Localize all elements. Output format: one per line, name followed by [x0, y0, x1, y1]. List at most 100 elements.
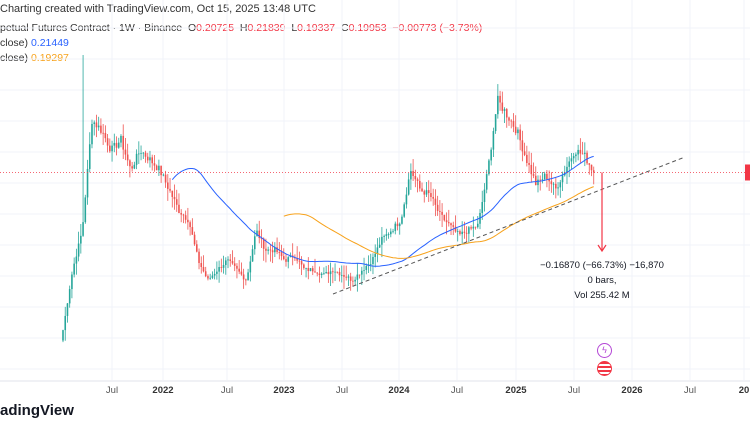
- candle-body: [211, 275, 214, 278]
- candle-body: [423, 191, 426, 195]
- x-tick-label: 2026: [621, 385, 642, 396]
- ma1-legend[interactable]: close) 0.21449: [0, 37, 482, 49]
- candle-body: [369, 264, 372, 265]
- candle-body: [461, 231, 463, 235]
- candle-body: [280, 252, 283, 257]
- candle-body: [349, 276, 352, 281]
- candle-body: [374, 253, 376, 257]
- candle-body: [383, 235, 385, 237]
- x-tick-label: 2023: [273, 385, 294, 396]
- candle-body: [122, 135, 125, 150]
- candle-body: [233, 263, 236, 266]
- candle-body: [242, 274, 245, 280]
- candle-body: [97, 125, 100, 128]
- candle-body: [552, 183, 555, 185]
- candle-body: [385, 234, 388, 236]
- candle-body: [539, 179, 542, 181]
- candle-body: [86, 168, 89, 198]
- us-flag-event-icon[interactable]: [597, 361, 612, 376]
- price-chart[interactable]: Jul 2022 Jul 2023 Jul 2024 Jul 2025 Jul 2026 Jul 20: [0, 0, 750, 400]
- candle-body: [494, 114, 497, 132]
- candle-body: [298, 260, 301, 262]
- ma2-value: 0.19297: [30, 52, 69, 64]
- lightning-event-icon[interactable]: ϟ: [597, 343, 612, 358]
- candle-body: [412, 170, 414, 176]
- candle-body: [528, 163, 530, 165]
- candle-body: [592, 170, 595, 173]
- candle-body: [376, 247, 379, 254]
- candle-body: [142, 152, 145, 154]
- candle-body: [584, 152, 586, 154]
- candle-body: [405, 194, 408, 205]
- candle-body: [425, 190, 428, 195]
- candle-body: [88, 144, 91, 169]
- measure-label: −0.16870 (−66.73%) −16,870 0 bars, Vol 2…: [532, 260, 672, 301]
- candle-body: [247, 272, 249, 281]
- candle-body: [269, 249, 272, 251]
- candle-body: [144, 152, 147, 157]
- candle-body: [445, 220, 448, 223]
- candle-body: [340, 274, 343, 276]
- candle-body: [220, 267, 223, 268]
- candle-body: [146, 156, 149, 161]
- candle-body: [296, 257, 298, 261]
- candle-body: [532, 174, 535, 176]
- candle-body: [258, 230, 261, 239]
- last-price-label: [745, 164, 750, 181]
- candle-body: [407, 179, 410, 195]
- candle-body: [358, 274, 361, 276]
- candle-body: [276, 247, 278, 253]
- candle-body: [541, 179, 544, 180]
- x-tick-label: Jul: [221, 385, 233, 396]
- candle-body: [196, 244, 198, 252]
- candle-body: [124, 149, 127, 155]
- candle-body: [501, 102, 504, 111]
- candle-body: [175, 199, 178, 205]
- candle-body: [77, 243, 80, 257]
- candle-body: [100, 125, 102, 133]
- candle-body: [505, 109, 508, 118]
- tradingview-logo[interactable]: adingView: [0, 402, 74, 419]
- ma2-legend[interactable]: close) 0.19297: [0, 52, 482, 64]
- candle-body: [311, 268, 314, 272]
- candle-body: [343, 274, 345, 277]
- candle-body: [550, 181, 553, 185]
- candle-body: [138, 153, 140, 155]
- candle-body: [153, 163, 156, 166]
- candle-body: [430, 193, 432, 197]
- candle-body: [450, 223, 452, 226]
- candle-body: [329, 271, 332, 275]
- candle-body: [238, 268, 240, 272]
- candle-body: [316, 272, 319, 274]
- candle-body: [372, 256, 374, 265]
- candle-body: [113, 142, 116, 146]
- candle-body: [463, 231, 466, 233]
- candle-body: [314, 271, 316, 273]
- candle-body: [465, 232, 468, 234]
- candle-body: [213, 273, 216, 276]
- candle-body: [318, 273, 321, 275]
- candle-body: [289, 255, 292, 258]
- candle-body: [519, 129, 521, 141]
- candle-body: [345, 276, 348, 278]
- candle-body: [474, 226, 477, 228]
- candle-body: [325, 272, 327, 274]
- candle-body: [555, 183, 557, 189]
- candle-body: [305, 267, 307, 269]
- candle-body: [66, 303, 69, 316]
- candle-body: [452, 225, 455, 227]
- candle-body: [579, 149, 582, 154]
- x-tick-label: Jul: [451, 385, 463, 396]
- candle-body: [392, 230, 394, 232]
- candle-body: [432, 196, 434, 199]
- candle-body: [336, 271, 339, 273]
- candle-body: [577, 149, 579, 155]
- candle-body: [282, 256, 285, 260]
- candle-body: [129, 160, 131, 167]
- measure-change: −0.16870 (−66.73%) −16,870: [540, 260, 664, 271]
- candle-body: [510, 120, 513, 122]
- candle-body: [327, 272, 330, 275]
- candle-body: [200, 263, 203, 268]
- candle-body: [526, 154, 528, 164]
- candle-body: [530, 164, 533, 175]
